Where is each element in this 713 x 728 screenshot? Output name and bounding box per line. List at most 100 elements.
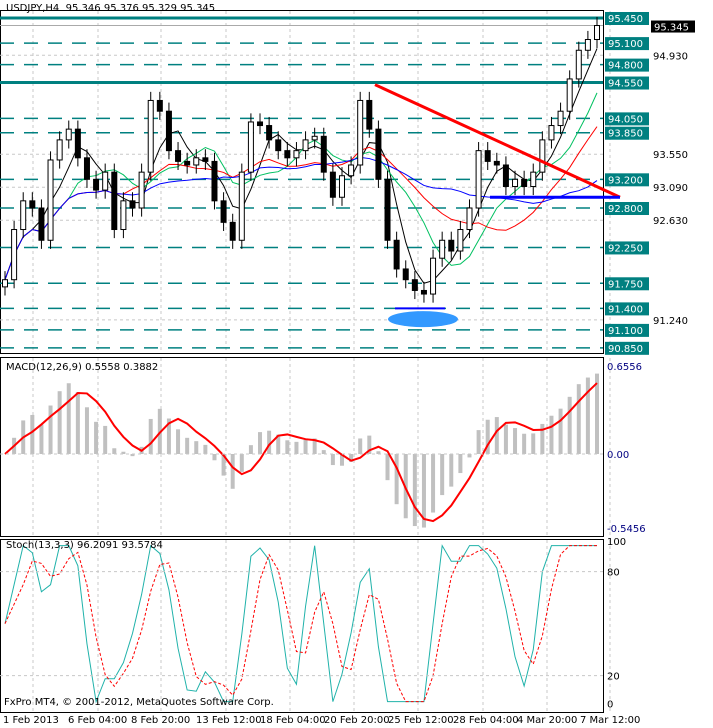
level-tag [605, 37, 649, 51]
macd-histogram-bar [485, 419, 490, 454]
macd-histogram-bar [576, 384, 581, 454]
macd-label: MACD(12,26,9) 0.5558 0.3882 [6, 362, 159, 373]
level-tag-text: 93.850 [608, 129, 643, 140]
macd-histogram-bar [513, 428, 518, 454]
candle-body [147, 99, 154, 173]
candle-body [594, 25, 600, 41]
x-tick-label: 8 Feb 20:00 [131, 715, 190, 726]
macd-axis-label: 0.6556 [607, 362, 642, 373]
candle-body [475, 150, 482, 209]
current-price-text: 95.345 [654, 23, 689, 34]
x-tick-label: 28 Feb 04:00 [453, 715, 519, 726]
candle-body [530, 171, 537, 187]
macd-histogram-bar [476, 430, 481, 454]
macd-histogram-bar [57, 391, 62, 454]
stoch-main-line [4, 544, 597, 704]
candle-body [165, 110, 172, 152]
candle-body [493, 160, 500, 166]
level-tag [605, 277, 649, 291]
macd-signal-line [4, 382, 598, 523]
level-tag-text: 92.800 [608, 204, 643, 215]
level-tag [605, 323, 649, 337]
level-tag-text: 91.100 [608, 326, 643, 337]
candle-body [29, 200, 36, 209]
macd-histogram-bar [458, 454, 463, 474]
macd-histogram-bar [503, 424, 508, 454]
candle-body [129, 200, 136, 209]
macd-histogram-bar [312, 438, 317, 454]
candle-body [502, 164, 509, 187]
stoch-pane [0, 539, 604, 713]
level-tag-text: 93.200 [608, 175, 643, 186]
macd-histogram-bar [176, 429, 181, 454]
candle-body [375, 128, 382, 180]
level-tag [605, 112, 649, 126]
level-tag-text: 91.400 [608, 304, 643, 315]
candle-body [320, 135, 327, 173]
macd-histogram-bar [339, 454, 344, 466]
macd-histogram-bar [103, 425, 108, 454]
candle-body [329, 171, 336, 198]
macd-histogram-bar [549, 415, 554, 454]
candle-body [83, 157, 90, 180]
candle-body [348, 164, 355, 177]
macd-histogram-bar [148, 418, 153, 454]
candle-body [284, 150, 291, 159]
candle-body [512, 178, 519, 187]
level-tag-text: 92.250 [608, 243, 643, 254]
macd-histogram-bar [112, 448, 117, 454]
stoch-label: Stoch(13,3,3) 96.2091 93.5784 [6, 540, 163, 551]
x-tick-label: 1 Feb 2013 [3, 715, 59, 726]
x-tick-label: 4 Mar 20:00 [517, 715, 577, 726]
macd-histogram-bar [212, 454, 217, 461]
macd-histogram-bar [130, 454, 135, 457]
candle-body [566, 78, 573, 112]
candle-body [93, 178, 100, 191]
x-tick-label: 13 Feb 12:00 [196, 715, 262, 726]
ohlc: 95.346 95.376 95.329 95.345 [65, 3, 216, 14]
price-label: 92.630 [653, 216, 688, 227]
price-label: 93.550 [653, 150, 688, 161]
macd-histogram-bar [540, 423, 545, 454]
candle-body [120, 200, 127, 231]
macd-histogram-bar [94, 421, 99, 454]
macd-histogram-bar [585, 377, 590, 454]
macd-histogram-bar [230, 454, 235, 489]
candle-body [402, 268, 409, 281]
candle-body [65, 128, 72, 141]
candle-body [20, 200, 27, 231]
macd-histogram-bar [239, 454, 244, 472]
price-label: 91.240 [653, 316, 688, 327]
candle-body [448, 239, 455, 252]
candle-body [311, 135, 318, 141]
level-tag [605, 341, 649, 355]
macd-histogram-bar [203, 444, 208, 454]
macd-histogram-bar [467, 454, 472, 458]
macd-histogram-bar [394, 454, 399, 505]
macd-histogram-bar [221, 454, 226, 476]
macd-histogram-bar [385, 454, 390, 481]
copyright: FxPro MT4, © 2001-2012, MetaQuotes Softw… [4, 697, 274, 708]
macd-histogram-bar [166, 418, 171, 454]
level-tag [605, 241, 649, 255]
x-tick-label: 7 Mar 12:00 [580, 715, 640, 726]
macd-histogram-bar [494, 417, 499, 454]
stoch-axis-label: 80 [607, 568, 620, 579]
level-tag [605, 126, 649, 140]
candle-body [156, 99, 163, 112]
macd-histogram-bar [121, 451, 126, 454]
macd-histogram-bar [248, 445, 253, 454]
candle-body [575, 49, 582, 80]
stoch-axis-label: 0 [607, 699, 613, 710]
stoch-signal-line [4, 545, 597, 703]
macd-histogram-bar [84, 407, 89, 454]
stoch-axis-label: 20 [607, 672, 620, 683]
candle-body [11, 229, 18, 281]
level-tag-text: 94.550 [608, 79, 643, 90]
candle-body [229, 221, 236, 241]
candle-body [338, 175, 345, 198]
macd-histogram-bar [285, 440, 290, 454]
candle-body [247, 121, 254, 173]
candle-body [111, 171, 118, 231]
